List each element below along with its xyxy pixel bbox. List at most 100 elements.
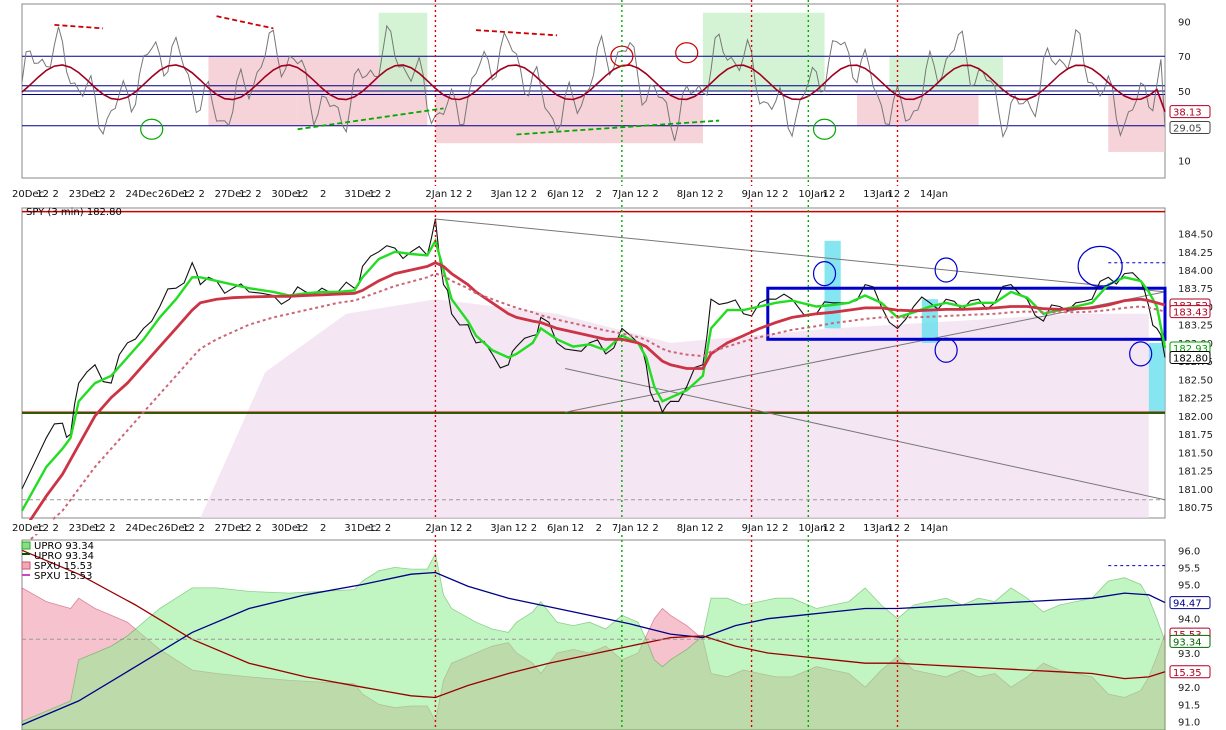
date-axis-bg-1	[0, 520, 1226, 534]
date-label-0-0: 20Dec	[12, 189, 44, 200]
legend-swatch-upro-area	[21, 541, 31, 550]
comparison-badge-2-text: 93.34	[1173, 637, 1202, 648]
indicator-trendline-1	[216, 15, 274, 30]
date-label-1-1: 12	[36, 523, 49, 534]
date-label-0-36: 2	[782, 189, 788, 200]
legend-swatch-spxu-area	[21, 561, 31, 570]
date-label-1-29: 12	[636, 523, 649, 534]
indicator-average-line	[21, 64, 1166, 112]
comparison-ytick-9: 91.5	[1178, 700, 1200, 711]
legend-spxu-line: SPXU 15.53	[34, 571, 92, 582]
date-label-0-37: 10Jan	[798, 189, 826, 200]
indicator-oscillator-line	[21, 24, 1166, 141]
indicator-badge-1-text: 29.05	[1173, 123, 1202, 134]
price-badge-1-text: 183.43	[1173, 308, 1208, 319]
price-channel-line-2	[565, 367, 1166, 501]
date-label-0-39: 2	[839, 189, 845, 200]
indicator-trendline-4	[516, 119, 720, 136]
date-label-1-19: 2Jan	[425, 523, 447, 534]
indicator-trendline-0	[54, 23, 104, 30]
price-annotation-circle-2	[1077, 245, 1123, 287]
indicator-annotation-circle-2	[675, 42, 699, 64]
price-badge-1-box	[1169, 305, 1211, 319]
price-ytick-11: 181.75	[1178, 430, 1213, 441]
comparison-badge-3-box	[1169, 665, 1211, 679]
date-label-1-22: 3Jan	[490, 523, 512, 534]
indicator-ytick-0: 90	[1178, 17, 1191, 28]
date-label-1-31: 8Jan	[677, 523, 699, 534]
date-label-1-26: 12	[571, 523, 584, 534]
date-label-0-14: 12	[296, 189, 309, 200]
date-label-1-11: 12	[239, 523, 252, 534]
price-ytick-1: 184.25	[1178, 248, 1213, 259]
price-highlight-0	[824, 240, 841, 329]
price-ytick-3: 183.75	[1178, 284, 1213, 295]
price-ytick-13: 181.25	[1178, 467, 1213, 478]
date-label-0-31: 8Jan	[677, 189, 699, 200]
price-badge-3-box	[1169, 351, 1211, 365]
comparison-badge-0: 94.47	[1169, 596, 1211, 610]
indicator-ytick-2: 50	[1178, 87, 1191, 98]
date-label-0-28: 7Jan	[612, 189, 634, 200]
indicator-annotation-circle-0	[140, 118, 164, 140]
comparison-ytick-10: 91.0	[1178, 717, 1200, 728]
comparison-badge-0-text: 94.47	[1173, 599, 1202, 610]
indicator-badge-0-box	[1169, 105, 1211, 119]
date-label-1-30: 2	[652, 523, 658, 534]
date-label-1-0: 20Dec	[12, 523, 44, 534]
date-label-0-12: 2	[255, 189, 261, 200]
indicator-badge-0: 38.13	[1169, 105, 1211, 119]
price-ytick-12: 181.50	[1178, 448, 1213, 459]
legend-spxu-area: SPXU 15.53	[34, 561, 92, 572]
date-label-0-20: 12	[450, 189, 463, 200]
date-label-0-11: 12	[239, 189, 252, 200]
date-label-1-34: 9Jan	[742, 523, 764, 534]
date-label-1-38: 12	[823, 523, 836, 534]
comparison-panel: 96.095.595.094.594.093.593.092.592.091.5…	[21, 539, 1211, 730]
date-label-0-27: 2	[596, 189, 602, 200]
date-label-1-43: 14Jan	[920, 523, 948, 534]
date-label-1-17: 12	[369, 523, 382, 534]
price-ytick-8: 182.50	[1178, 375, 1213, 386]
date-label-1-41: 12	[887, 523, 900, 534]
date-label-0-22: 3Jan	[490, 189, 512, 200]
indicator-badge-1: 29.05	[1169, 120, 1211, 134]
date-label-0-17: 12	[369, 189, 382, 200]
price-series-line-2	[20, 261, 1166, 534]
date-label-1-42: 2	[904, 523, 910, 534]
date-label-0-3: 23Dec	[69, 189, 101, 200]
price-ytick-0: 184.50	[1178, 230, 1213, 241]
legend-upro-line: UPRO 93.34	[34, 551, 94, 562]
price-panel-title: SPY (3 min) 182.80	[26, 207, 122, 218]
comparison-line-spxu-average	[21, 549, 1166, 699]
date-label-1-4: 12	[93, 523, 106, 534]
price-badge-1: 183.43	[1169, 305, 1211, 319]
date-label-0-30: 2	[652, 189, 658, 200]
price-ytick-14: 181.00	[1178, 485, 1213, 496]
price-volume-shade	[200, 299, 1149, 518]
date-label-1-16: 31Dec	[344, 523, 376, 534]
price-annotation-circle-4	[1129, 341, 1153, 367]
date-label-0-6: 24Dec	[125, 189, 157, 200]
legend-swatch-upro-line	[22, 553, 30, 555]
price-badge-3-text: 182.80	[1173, 354, 1208, 365]
date-label-0-40: 13Jan	[863, 189, 891, 200]
price-ytick-9: 182.25	[1178, 394, 1213, 405]
date-label-1-40: 13Jan	[863, 523, 891, 534]
indicator-zone-4	[702, 12, 825, 92]
indicator-ytick-4: 10	[1178, 157, 1191, 168]
date-label-0-23: 12	[515, 189, 528, 200]
date-label-0-42: 2	[904, 189, 910, 200]
comparison-badge-2: 93.34	[1169, 634, 1211, 648]
date-axis-bg-0	[0, 186, 1226, 200]
comparison-area-upro	[21, 552, 1166, 730]
indicator-badge-0-text: 38.13	[1173, 108, 1202, 119]
price-annotation-circle-3	[934, 337, 958, 363]
price-annotation-circle-0	[934, 257, 958, 283]
date-label-1-9: 2	[198, 523, 204, 534]
indicator-trendline-3	[297, 107, 444, 131]
comparison-ytick-8: 92.0	[1178, 683, 1200, 694]
legend-swatch-spxu-line	[22, 574, 30, 576]
date-label-0-38: 12	[823, 189, 836, 200]
